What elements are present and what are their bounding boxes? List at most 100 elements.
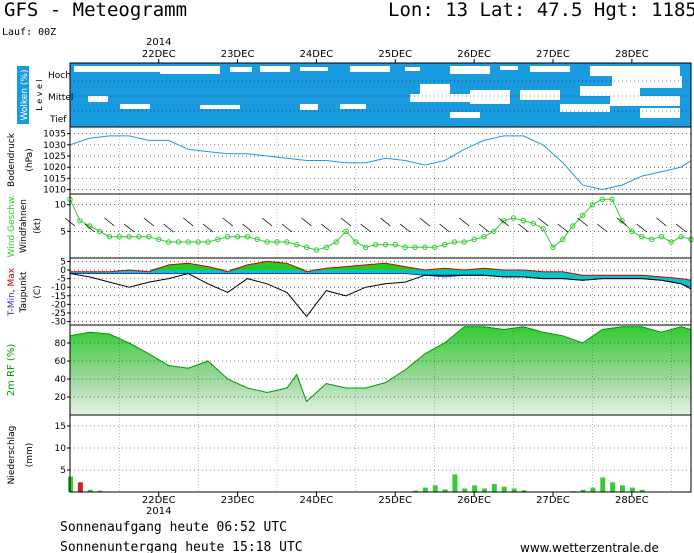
wind-barb [478,223,490,233]
wind-barb [202,223,214,233]
data-point [589,201,596,208]
panel-ylabel: (hPa) [25,148,35,171]
data-point [530,220,536,227]
y-tick-label: -10 [51,283,66,293]
precip-bar [511,488,517,492]
data-point [156,236,162,243]
panel-frame [69,414,692,493]
panel-ylabel: Niederschlag [7,426,17,485]
data-point [520,217,527,224]
data-point [510,215,517,221]
data-point [629,228,635,235]
y-tick-label: 1010 [43,186,66,196]
panel-ylabel: Wolken (%) [20,70,30,121]
wind-barb [242,223,253,233]
y-tick-label: 10 [55,201,67,211]
wind-barb [183,217,194,227]
precip-bar [521,490,527,492]
data-point [648,236,655,243]
y-tick-label: -25 [51,309,66,319]
panel-frame [69,193,692,259]
y-tick-label: 1035 [43,130,66,140]
y-tick-label: 15 [55,422,66,432]
panel-ylabel: Taupunkt [19,271,29,314]
data-point [294,241,300,248]
rh-area [70,326,691,415]
wind-barb [143,217,155,227]
data-point [668,239,674,245]
tmax-line [70,260,692,281]
wind-barb [459,217,470,227]
data-point [412,244,418,251]
cloud-patch [200,105,240,109]
wind-barb [123,223,135,233]
data-point [77,217,83,224]
cloud-patch [560,104,610,112]
y-tick-label: 80 [55,339,67,349]
panel-ylabel: Wind Geschw. [7,195,17,258]
wind-barb [340,217,352,227]
precip-bar [422,487,428,492]
y-tick-label: -5 [57,275,66,285]
data-point [116,233,122,240]
data-point [550,244,556,251]
data-point [225,233,231,240]
day-label: 26DEC [457,49,491,60]
source-link[interactable]: www.wetterzentrale.de [520,541,659,553]
precip-bar [600,477,606,492]
wind-barb [597,223,608,233]
dewpoint-line [69,272,692,318]
data-point [540,225,546,232]
humidity-panel: 20 40 60 80 2m RF (%) [6,324,692,416]
precip-bar [501,486,507,492]
precip-bar [620,485,625,492]
wind-barb [301,217,312,227]
cloud-patch [420,84,450,94]
wind-barb [498,217,509,227]
data-point [185,239,191,245]
data-point [303,244,310,251]
day-label: 23DEC [221,495,255,506]
day-label: 25DEC [378,49,412,60]
panel-ylabel: (C) [33,285,43,298]
level-label: Hoch [48,71,71,81]
data-point [560,236,566,243]
clouds-panel: Hoch Mittel Tief L e v e l Wolken (%) [17,62,692,128]
data-point [323,244,329,251]
wind-barb [439,223,450,233]
day-label: 27DEC [536,49,570,60]
wind-barb [281,223,293,233]
cloud-patch [530,66,570,72]
precip-bar [77,482,83,492]
day-label: 24DEC [300,495,334,506]
data-point [461,239,467,245]
y-tick-label: 1020 [43,163,66,173]
panel-ylabel: Bodendruck [7,132,17,187]
cloud-patch [88,96,108,102]
series-line [69,135,692,191]
day-label: 23DEC [221,49,255,60]
cloud-patch [405,67,420,71]
year-label: 2014 [146,37,171,48]
precip-bar [610,482,616,492]
cloud-patch [450,66,490,74]
wind-barb [84,223,95,233]
cloud-patch [640,108,680,118]
data-point [106,233,113,240]
temp-warm-area [70,261,691,271]
data-point [599,196,605,203]
data-point [343,228,349,235]
wind-barb [518,223,529,233]
data-point [392,241,398,248]
data-point [432,244,438,251]
panel-ylabel: 2m RF (%) [6,344,17,397]
wind-barb [261,217,273,227]
panel-ylabel: L e v e l [35,79,44,110]
precip-bar [413,490,418,492]
data-point [609,196,615,203]
day-label: 26DEC [457,495,491,506]
cloud-patch [500,66,518,70]
precip-bar [590,487,596,492]
data-point [451,239,458,245]
